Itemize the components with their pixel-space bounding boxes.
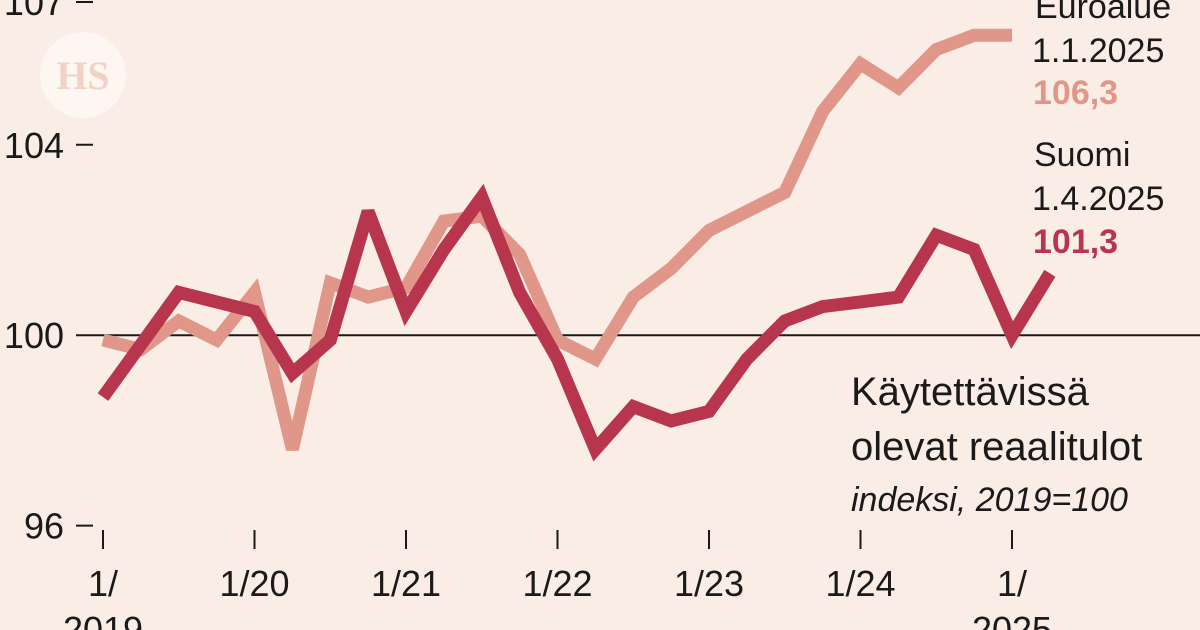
suomi-value-label: 101,3 (1033, 223, 1118, 261)
suomi-date-label: 1.4.2025 (1032, 180, 1164, 218)
y-tick-label: 96 (24, 506, 64, 547)
series-line-euroalue (101, 28, 1012, 451)
x-tick-label: 2019 (63, 609, 143, 630)
euro-date-label: 1.1.2025 (1032, 32, 1164, 70)
x-tick-label: 1/24 (825, 563, 895, 604)
hs-logo: HS (40, 32, 126, 118)
x-tick-label: 1/23 (674, 563, 744, 604)
chart-subtitle: indeksi, 2019=100 (851, 481, 1128, 519)
series-line-suomi (97, 183, 1056, 462)
euro-series-label: Euroalue (1035, 0, 1171, 26)
y-tick-label: 100 (4, 315, 64, 356)
suomi-series-label: Suomi (1034, 136, 1130, 174)
chart-title-line2: olevat reaalitulot (851, 425, 1142, 469)
x-tick-label: 1/20 (219, 563, 289, 604)
y-tick-label: 104 (4, 125, 64, 166)
x-tick-label: 2025 (972, 609, 1052, 630)
hs-logo-text: HS (56, 53, 109, 98)
x-tick-label: 1/21 (371, 563, 441, 604)
chart-title-line1: Käytettävissä (851, 370, 1090, 414)
x-tick-label: 1/ (88, 563, 118, 604)
x-tick-label: 1/22 (522, 563, 592, 604)
y-tick-label: 107 (4, 0, 64, 23)
euro-value-label: 106,3 (1033, 74, 1118, 112)
x-tick-label: 1/ (997, 563, 1027, 604)
